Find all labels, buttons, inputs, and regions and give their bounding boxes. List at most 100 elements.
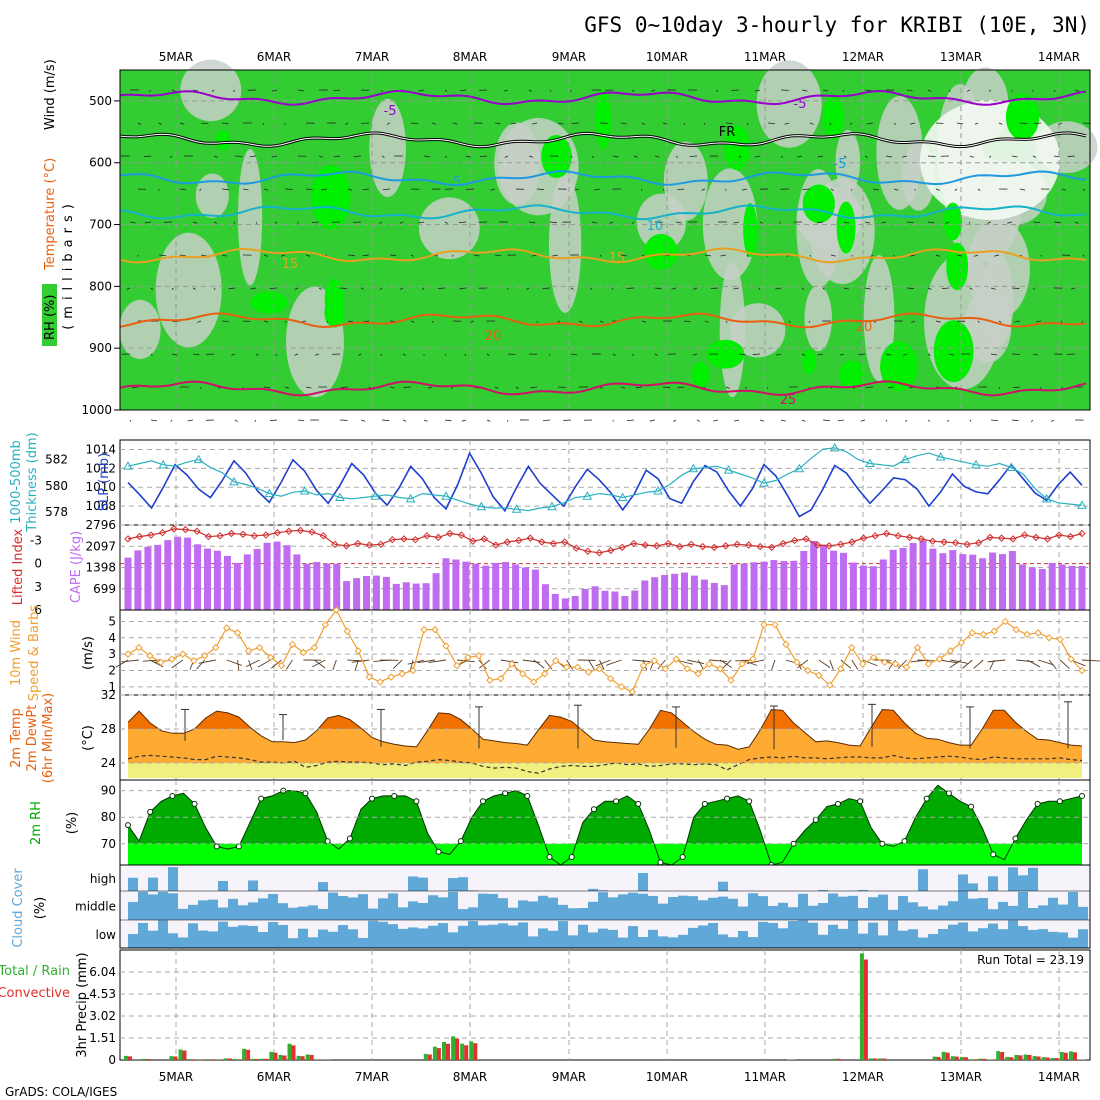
wind-barb	[1053, 155, 1060, 158]
wind-barb	[200, 122, 209, 124]
cloud-cell-high	[918, 869, 928, 891]
cloud-cell-middle	[568, 908, 578, 920]
cape-bar	[531, 569, 539, 610]
cloud-cell-middle	[668, 896, 678, 920]
cape-tick-2796: 2796	[85, 518, 116, 532]
wind-barb	[987, 659, 1006, 663]
precip-conv-bar	[1063, 1052, 1068, 1060]
wind-marker	[222, 624, 231, 632]
wind-barb	[654, 353, 658, 356]
wind-marker	[727, 676, 735, 684]
wind-barb	[557, 320, 561, 323]
wind-barb	[362, 188, 370, 191]
precip-total-bar	[296, 1055, 301, 1060]
wind-barb	[683, 122, 686, 125]
wind-barb	[333, 89, 341, 92]
precip-total-bar	[932, 1056, 937, 1060]
precip-total-bar	[223, 1058, 228, 1060]
rh2m-marker	[213, 843, 220, 850]
precip-conv-bar	[1027, 1055, 1032, 1060]
wind-barb	[171, 659, 184, 669]
wind-barb	[126, 287, 131, 290]
x-tick-top-6MAR: 6MAR	[257, 50, 292, 64]
wind-barb	[226, 659, 242, 666]
cloud-cell-middle	[698, 900, 708, 920]
wind-marker	[179, 650, 187, 658]
cloud-cell-low	[758, 921, 768, 948]
li-marker	[561, 538, 569, 546]
cape-bar	[1028, 567, 1036, 610]
wind-barb	[631, 353, 635, 356]
x-tick-top-10MAR: 10MAR	[646, 50, 688, 64]
wind-marker	[464, 653, 472, 662]
precip-total-bar	[1023, 1054, 1028, 1060]
cloud-cell-low	[768, 922, 778, 948]
cape-bar	[700, 579, 708, 610]
cape-bar	[502, 562, 510, 610]
wind-barb	[263, 386, 271, 389]
cloud-cell-low	[1008, 920, 1018, 948]
li-marker	[135, 532, 144, 541]
wind-marker	[793, 658, 801, 667]
wind-marker	[519, 670, 527, 678]
li-marker	[744, 541, 753, 549]
wind-barb	[490, 188, 496, 191]
wind-barb	[213, 155, 218, 158]
wind-marker	[935, 655, 944, 663]
wind-barb	[994, 254, 1000, 257]
li-marker	[170, 525, 178, 533]
precip-total-bar	[169, 1056, 174, 1060]
x-tick-top-5MAR: 5MAR	[159, 50, 194, 64]
wind-marker	[310, 643, 319, 652]
x-tick-bottom-11MAR: 11MAR	[744, 1070, 786, 1084]
wind-barb	[713, 419, 719, 422]
wind-barb	[347, 320, 354, 323]
wind-barb	[144, 221, 152, 224]
cloud-cell-low	[538, 928, 548, 948]
thickness-line	[127, 447, 1083, 512]
wind-marker	[837, 665, 845, 673]
wind-barb	[510, 122, 517, 125]
cloud-cell-middle	[628, 892, 638, 920]
wind-barb	[531, 254, 538, 257]
rh-moist-patch	[836, 201, 856, 254]
cape-bar	[522, 567, 529, 610]
cloud-cell-middle	[478, 893, 488, 920]
cloud-cell-middle	[358, 894, 368, 920]
wind-barb	[314, 659, 326, 669]
li-tick-6: 6	[34, 603, 42, 617]
cloud-cell-middle	[908, 902, 918, 920]
thickness-label: Thickness (dm)	[25, 432, 40, 532]
wind-marker	[168, 655, 176, 663]
li-marker	[250, 532, 259, 540]
precip-total-bar	[124, 1055, 128, 1060]
cloud-cell-high	[168, 867, 178, 891]
precip-total-bar	[423, 1053, 428, 1060]
wind-barb	[451, 254, 454, 257]
cloud-cell-middle	[588, 901, 598, 920]
y-tick-1000: 1000	[81, 403, 112, 417]
wind-barb	[817, 155, 824, 158]
cape-bar	[323, 563, 331, 610]
wind-barb	[332, 659, 337, 670]
wind-marker	[826, 681, 834, 689]
temp-tick-24: 24	[101, 756, 116, 770]
chart-title: GFS 0~10day 3-hourly for KRIBI (10E, 3N)	[584, 13, 1090, 37]
cloud-cell-middle	[1058, 904, 1068, 920]
wind-barb	[766, 386, 769, 389]
rh2m-marker	[235, 843, 242, 850]
cloud-cell-middle	[158, 891, 168, 920]
wind-barb	[851, 188, 853, 191]
chart-layer: 5MAR 5MAR 6MAR 6MAR 7MAR 7MAR 8MAR 8MAR 9MAR 9MAR…	[0, 50, 1100, 1084]
wind-barb	[255, 353, 259, 356]
li-marker	[204, 532, 213, 541]
wind-barb	[935, 188, 940, 191]
li-marker	[779, 539, 787, 548]
wind-barb	[990, 419, 999, 422]
rh-moist-patch	[310, 165, 351, 230]
precip-conv-bar	[882, 1058, 887, 1060]
cloud-cell-low	[848, 920, 858, 948]
wind-barb	[969, 287, 973, 290]
wind-barb	[687, 659, 705, 665]
wind-barb	[221, 254, 228, 257]
